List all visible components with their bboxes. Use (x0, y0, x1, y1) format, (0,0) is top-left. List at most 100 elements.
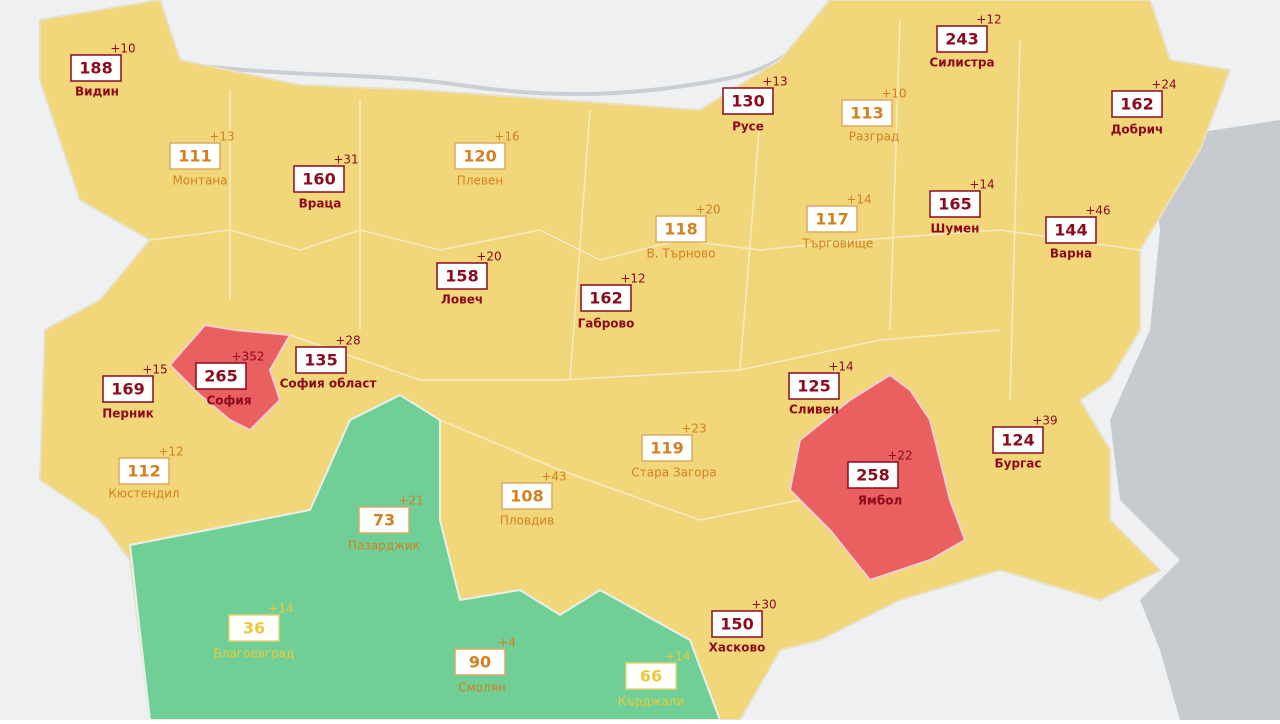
region-name: Ямбол (858, 494, 902, 508)
region-value: 120 (463, 147, 496, 166)
region-value: 124 (1001, 431, 1034, 450)
border (289, 329, 1001, 521)
region-value: 158 (445, 267, 478, 286)
region-change: +13 (209, 130, 234, 144)
value-box (195, 362, 247, 390)
region-change: +14 (268, 602, 293, 616)
region-name: Силистра (929, 56, 994, 70)
region-change: +28 (335, 334, 360, 348)
region-value: 90 (469, 653, 491, 672)
sea (1110, 120, 1280, 720)
value-box (1045, 216, 1097, 244)
region-name: Пловдив (500, 514, 554, 528)
region-name: Хасково (709, 641, 766, 655)
region-value: 144 (1054, 221, 1087, 240)
region-name: Габрово (578, 317, 635, 331)
value-box (454, 648, 506, 676)
region-name: София област (280, 377, 377, 391)
region-value: 169 (111, 380, 144, 399)
border (149, 229, 1141, 261)
region-value: 117 (815, 210, 848, 229)
value-box (847, 461, 899, 489)
value-box (711, 610, 763, 638)
region-change: +15 (142, 363, 167, 377)
region-name: Пазарджик (348, 539, 420, 553)
region-name: Стара Загора (631, 466, 716, 480)
region-value: 243 (945, 30, 978, 49)
region-value: 265 (204, 367, 237, 386)
region-name: В. Търново (647, 247, 716, 261)
region-change: +13 (762, 75, 787, 89)
region-change: +16 (494, 130, 519, 144)
region-name: Сливен (789, 403, 839, 417)
region-name: Ловеч (441, 293, 483, 307)
value-box (454, 142, 506, 170)
region-name: Кюстендил (108, 487, 179, 501)
value-box (992, 426, 1044, 454)
region-value: 165 (938, 195, 971, 214)
value-box (625, 662, 677, 690)
region-name: Враца (299, 197, 342, 211)
region-name: Плевен (457, 174, 503, 188)
region-name: Варна (1050, 247, 1092, 261)
region-value: 111 (178, 147, 211, 166)
region-borders (149, 19, 1141, 521)
value-box (501, 482, 553, 510)
value-box (806, 205, 858, 233)
river (129, 3, 842, 97)
region-value: 150 (720, 615, 753, 634)
region-name: Бургас (994, 457, 1041, 471)
region-change: +24 (1151, 78, 1176, 92)
region-change: +12 (976, 13, 1001, 27)
region-name: Видин (75, 85, 119, 99)
region-change: +31 (333, 153, 358, 167)
value-box (641, 434, 693, 462)
value-box (295, 346, 347, 374)
region-name: Монтана (172, 174, 227, 188)
value-box (70, 54, 122, 82)
value-box (228, 614, 280, 642)
value-box (118, 457, 170, 485)
region-change: +14 (665, 650, 690, 664)
region-value: 188 (79, 59, 112, 78)
value-box (655, 215, 707, 243)
region-change: +20 (476, 250, 501, 264)
region-change: +4 (498, 636, 516, 650)
value-box (436, 262, 488, 290)
region-value: 112 (127, 462, 160, 481)
region-name: Добрич (1111, 123, 1164, 137)
value-box (580, 284, 632, 312)
region-value: 73 (373, 511, 395, 530)
region-change: +10 (881, 87, 906, 101)
region-name: Кърджали (618, 695, 685, 709)
region-name: Смолян (458, 681, 506, 695)
value-box (841, 99, 893, 127)
region-value: 66 (640, 667, 662, 686)
region-value: 162 (589, 289, 622, 308)
region-change: +23 (681, 422, 706, 436)
region-change: +352 (232, 350, 265, 364)
value-box (936, 25, 988, 53)
value-box (929, 190, 981, 218)
region-value: 118 (664, 220, 697, 239)
value-box (169, 142, 221, 170)
region-name: Перник (102, 407, 154, 421)
region-name: София (206, 394, 251, 408)
region-value: 108 (510, 487, 543, 506)
region-value: 36 (243, 619, 265, 638)
region-value: 258 (856, 466, 889, 485)
region-value: 135 (304, 351, 337, 370)
value-box (358, 506, 410, 534)
region-change: +14 (846, 193, 871, 207)
region-change: +20 (695, 203, 720, 217)
region-change: +22 (887, 449, 912, 463)
region-change: +12 (620, 272, 645, 286)
region-change: +39 (1032, 414, 1057, 428)
region-name: Благоевград (214, 647, 295, 661)
region-value: 160 (302, 170, 335, 189)
value-box (722, 87, 774, 115)
region-change: +43 (541, 470, 566, 484)
region-value: 130 (731, 92, 764, 111)
border (229, 19, 1021, 401)
